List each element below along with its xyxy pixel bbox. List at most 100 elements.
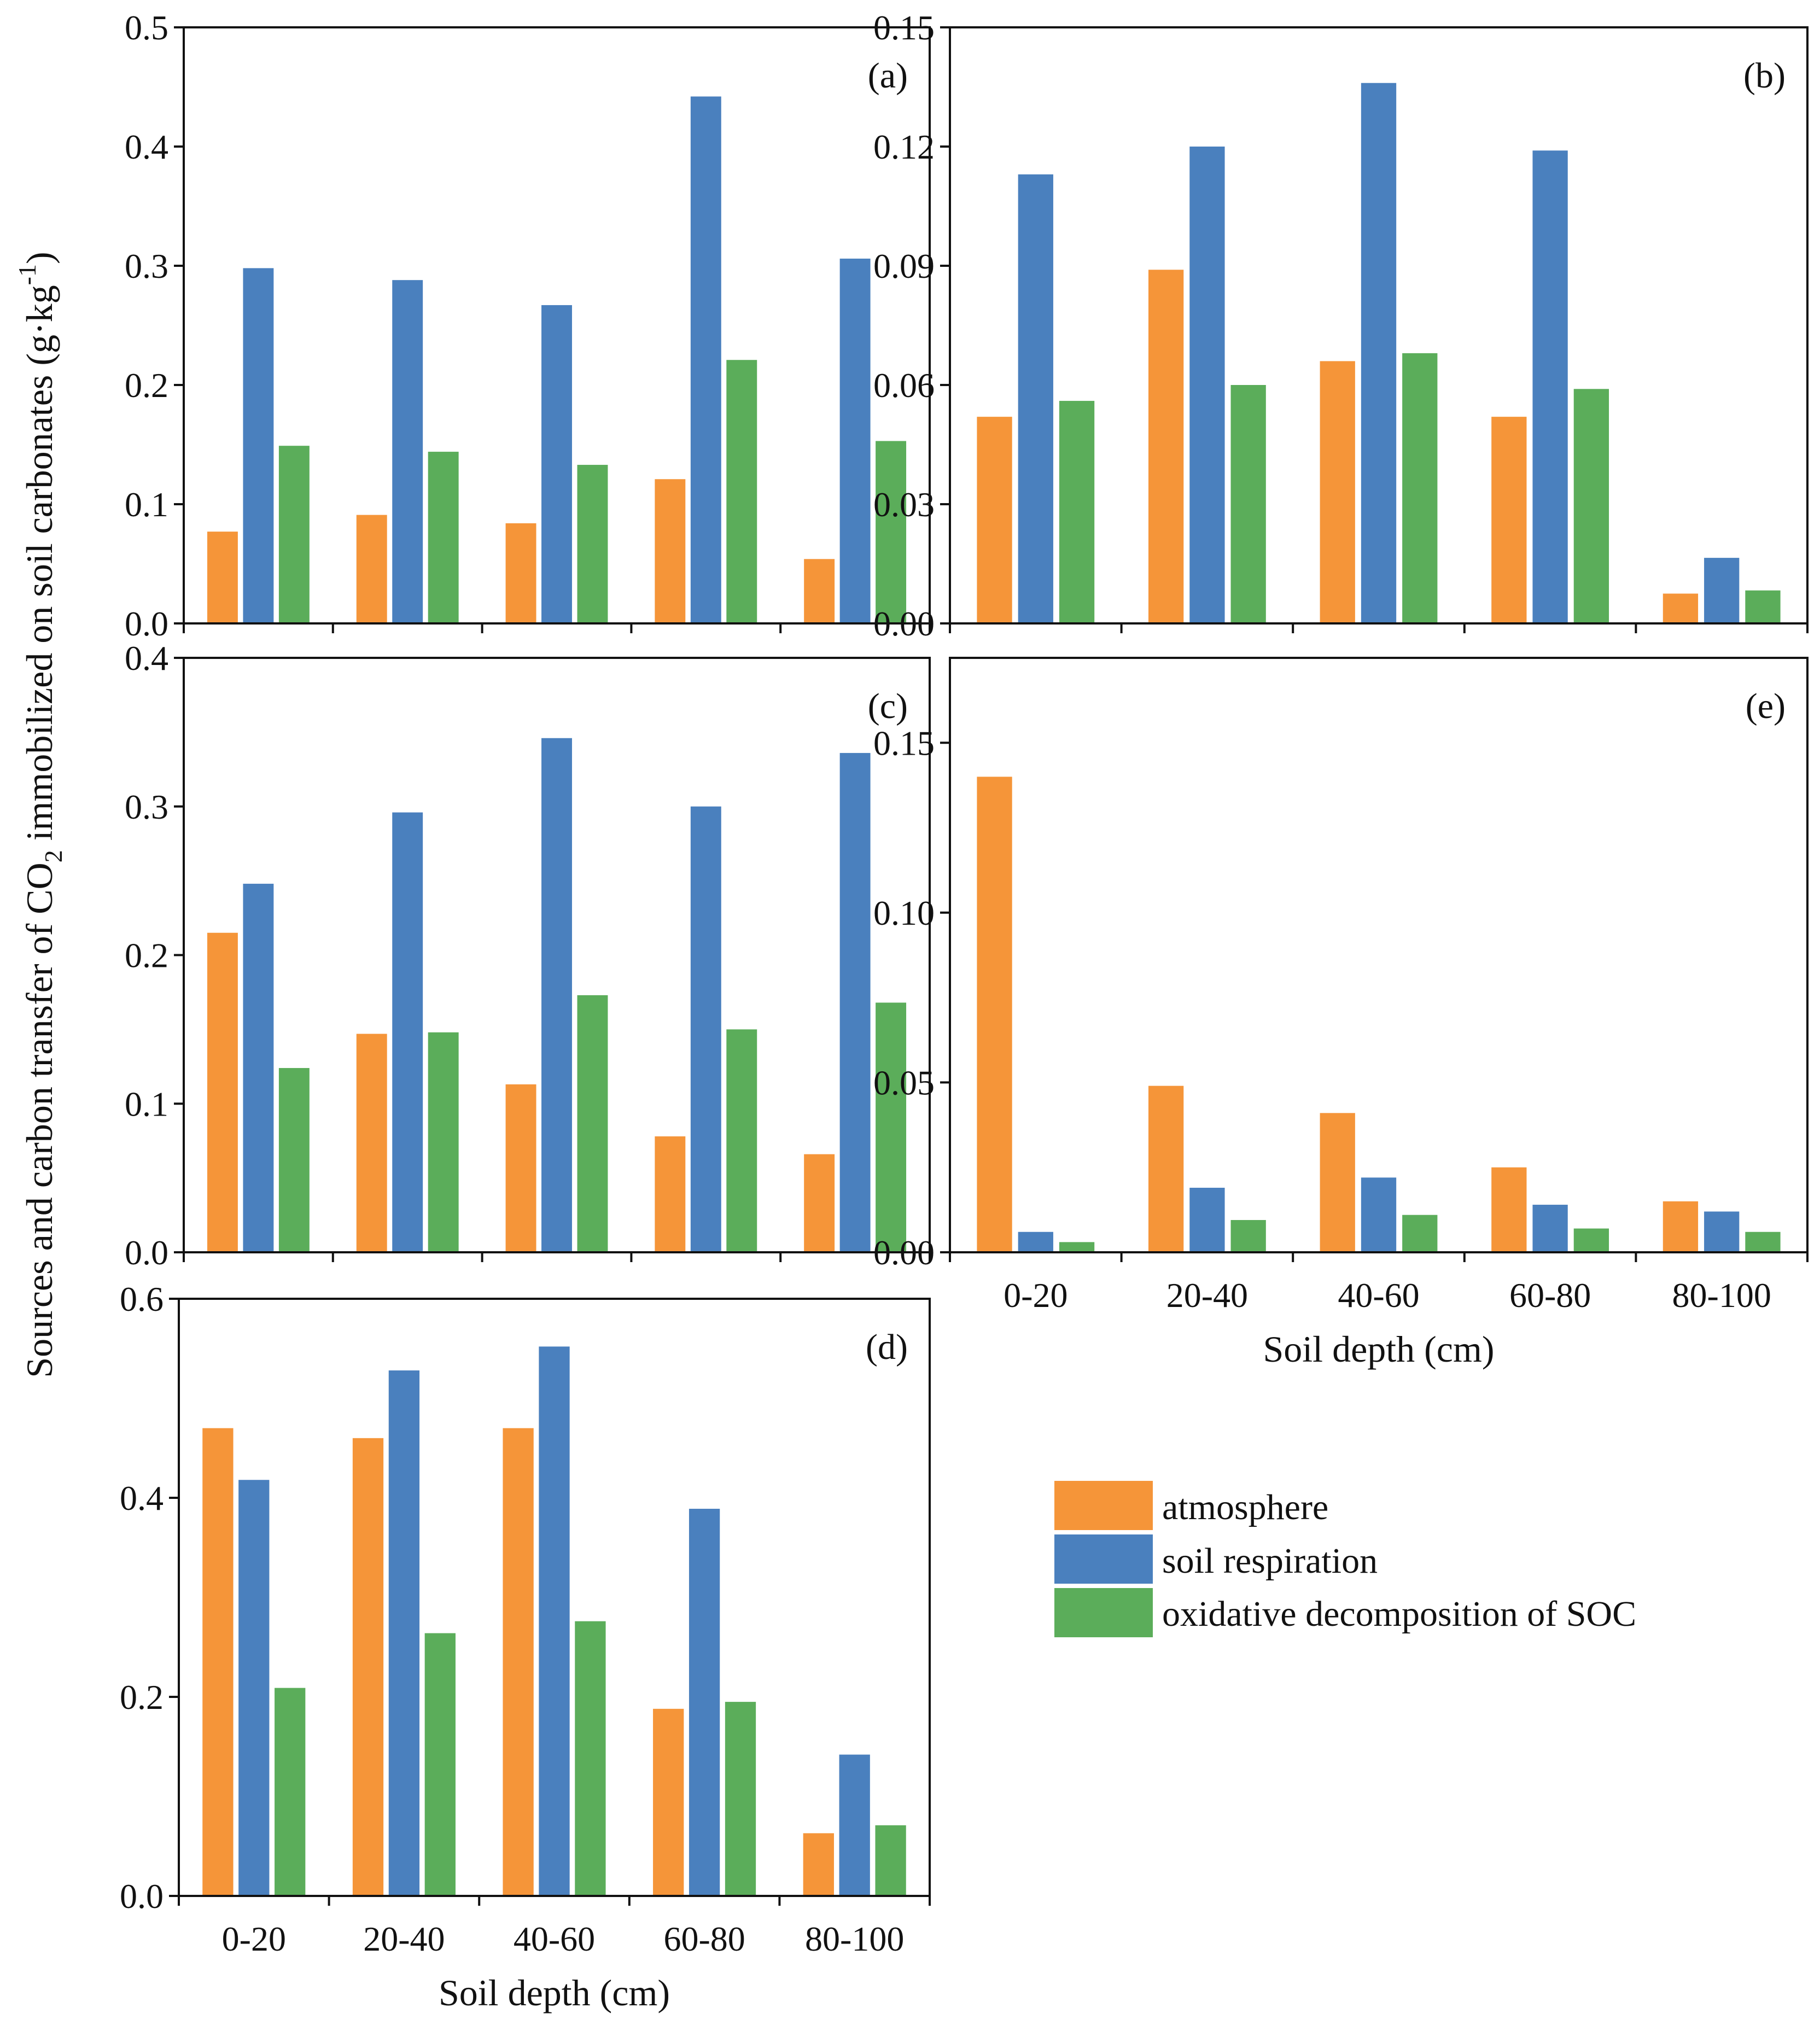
y-tick-label-c-0.4: 0.4	[125, 639, 168, 678]
bar-e-soil-respiration-20-40	[1189, 1187, 1225, 1252]
bar-d-soil-respiration-40-60	[539, 1346, 570, 1896]
legend: atmosphere soil respiration oxidative de…	[1054, 1481, 1636, 1637]
bar-e-atmosphere-60-80	[1491, 1167, 1527, 1252]
bar-b-oxidative-0-20	[1059, 401, 1095, 623]
bar-d-atmosphere-20-40	[352, 1438, 384, 1896]
bar-d-oxidative-0-20	[275, 1688, 306, 1896]
bar-e-soil-respiration-40-60	[1361, 1177, 1397, 1252]
bar-c-atmosphere-20-40	[356, 1034, 387, 1252]
legend-swatch-oxidative-decomposition	[1054, 1588, 1153, 1637]
bar-c-oxidative-20-40	[428, 1032, 459, 1252]
bar-b-oxidative-60-80	[1573, 389, 1609, 623]
bar-e-atmosphere-20-40	[1148, 1085, 1184, 1252]
panel-label-b: (b)	[1743, 56, 1786, 96]
panel-b-bar-chart: 0.00 0.03 0.06 0.09 0.12 0.15 (b)	[873, 8, 1809, 643]
y-tick-label-e-0.00: 0.00	[873, 1233, 935, 1272]
y-tick-label-b-0.12: 0.12	[873, 127, 935, 166]
bar-c-atmosphere-40-60	[505, 1084, 536, 1252]
y-tick-label-e-0.10: 0.10	[873, 894, 935, 932]
bar-b-atmosphere-80-100	[1662, 593, 1699, 623]
bar-d-oxidative-60-80	[725, 1702, 756, 1896]
bar-e-soil-respiration-0-20	[1018, 1232, 1053, 1252]
panel-d-bar-chart: 0.0 0.2 0.4 0.6 0-20 20-40 40-60 60-80 80-100 Soi…	[120, 1280, 931, 2014]
plot-frame-b	[949, 26, 1809, 625]
x-axis-title-d: Soil depth (cm)	[439, 1972, 670, 2014]
bar-a-soil-respiration-80-100	[839, 258, 871, 623]
legend-swatch-soil-respiration	[1054, 1534, 1153, 1584]
bar-a-soil-respiration-0-20	[243, 268, 274, 623]
y-tick-label-b-0.00: 0.00	[873, 604, 935, 643]
panel-label-e: (e)	[1746, 686, 1786, 726]
x-tick-label-d-80-100: 80-100	[805, 1919, 904, 1958]
bar-a-oxidative-60-80	[726, 360, 757, 623]
bar-d-soil-respiration-80-100	[839, 1754, 870, 1896]
y-tick-label-c-0.3: 0.3	[125, 787, 168, 826]
y-tick-label-b-0.09: 0.09	[873, 247, 935, 285]
bar-a-oxidative-0-20	[278, 446, 310, 623]
bar-d-atmosphere-0-20	[202, 1428, 234, 1896]
x-axis-title-e: Soil depth (cm)	[1263, 1328, 1494, 1370]
bar-a-soil-respiration-40-60	[541, 305, 572, 623]
x-tick-label-e-20-40: 20-40	[1166, 1276, 1248, 1315]
bar-e-oxidative-20-40	[1230, 1219, 1266, 1252]
plot-frame-e	[949, 657, 1809, 1253]
bar-a-oxidative-20-40	[428, 452, 459, 623]
panel-a-bar-chart: 0.0 0.1 0.2 0.3 0.4 0.5 (a)	[125, 8, 931, 643]
bar-e-soil-respiration-80-100	[1704, 1211, 1740, 1252]
y-tick-label-a-0.3: 0.3	[125, 247, 168, 285]
bar-a-oxidative-40-60	[577, 465, 608, 623]
bar-b-atmosphere-40-60	[1320, 361, 1355, 623]
bar-c-atmosphere-80-100	[804, 1154, 835, 1252]
bar-c-soil-respiration-80-100	[839, 752, 871, 1252]
bar-d-soil-respiration-20-40	[388, 1370, 420, 1896]
bar-c-atmosphere-0-20	[207, 932, 238, 1252]
plot-frame-d	[178, 1298, 931, 1897]
y-tick-label-d-0.4: 0.4	[120, 1479, 164, 1518]
bar-b-atmosphere-0-20	[977, 417, 1012, 623]
bar-d-atmosphere-60-80	[653, 1708, 684, 1896]
bar-c-oxidative-60-80	[726, 1029, 757, 1252]
bar-c-soil-respiration-0-20	[243, 884, 274, 1252]
bar-e-oxidative-80-100	[1745, 1232, 1781, 1252]
bar-e-oxidative-40-60	[1402, 1215, 1438, 1252]
bar-d-soil-respiration-60-80	[689, 1509, 720, 1896]
y-tick-label-a-0.0: 0.0	[125, 604, 168, 643]
bar-b-atmosphere-60-80	[1491, 417, 1527, 623]
y-tick-label-d-0.6: 0.6	[120, 1280, 164, 1318]
panel-label-a: (a)	[868, 56, 908, 96]
bar-d-oxidative-40-60	[575, 1621, 606, 1896]
x-tick-label-e-40-60: 40-60	[1338, 1276, 1419, 1315]
bar-e-atmosphere-80-100	[1662, 1201, 1699, 1252]
y-tick-label-c-0.1: 0.1	[125, 1084, 168, 1123]
bar-d-atmosphere-40-60	[503, 1428, 534, 1896]
bar-e-oxidative-0-20	[1059, 1242, 1095, 1252]
bar-a-atmosphere-40-60	[505, 523, 536, 623]
y-tick-label-d-0.2: 0.2	[120, 1678, 164, 1717]
bar-a-atmosphere-80-100	[804, 559, 835, 623]
bar-c-oxidative-80-100	[876, 1002, 907, 1252]
y-tick-label-a-0.1: 0.1	[125, 485, 168, 524]
bar-a-atmosphere-60-80	[655, 479, 686, 623]
bar-d-soil-respiration-0-20	[238, 1480, 270, 1896]
bar-e-oxidative-60-80	[1573, 1228, 1609, 1252]
legend-swatch-atmosphere	[1054, 1481, 1153, 1530]
bar-e-soil-respiration-60-80	[1532, 1205, 1568, 1252]
x-tick-label-e-60-80: 60-80	[1509, 1276, 1591, 1315]
bar-b-soil-respiration-60-80	[1532, 150, 1568, 623]
bar-a-soil-respiration-60-80	[690, 96, 721, 623]
bar-e-atmosphere-40-60	[1320, 1113, 1355, 1252]
panel-label-c: (c)	[868, 686, 908, 726]
y-tick-label-b-0.03: 0.03	[873, 485, 935, 524]
legend-label-soil-respiration: soil respiration	[1162, 1541, 1378, 1581]
bar-a-soil-respiration-20-40	[392, 280, 423, 623]
bar-c-oxidative-40-60	[577, 995, 608, 1252]
bar-e-atmosphere-0-20	[977, 777, 1012, 1252]
bar-d-atmosphere-80-100	[803, 1833, 834, 1896]
legend-label-atmosphere: atmosphere	[1162, 1487, 1328, 1527]
bar-d-oxidative-20-40	[424, 1633, 456, 1896]
x-tick-label-d-40-60: 40-60	[514, 1919, 595, 1958]
bar-b-oxidative-40-60	[1402, 353, 1438, 623]
bar-a-atmosphere-0-20	[207, 532, 238, 623]
y-tick-label-b-0.15: 0.15	[873, 8, 935, 47]
